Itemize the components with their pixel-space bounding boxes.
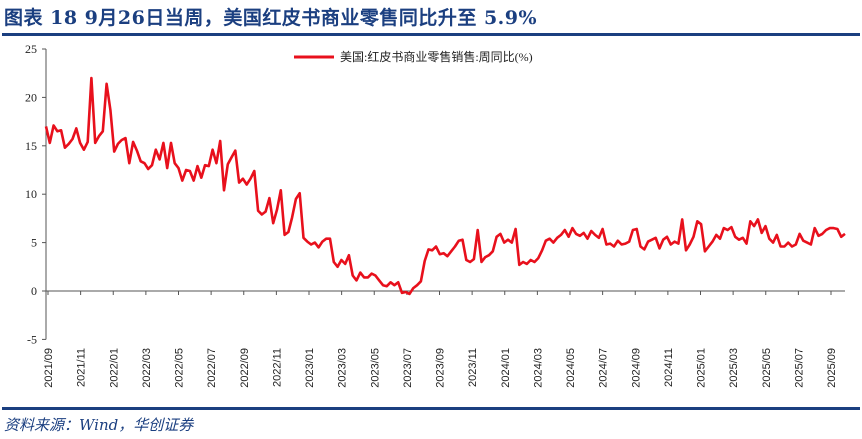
x-tick-label: 2025/07 bbox=[793, 348, 805, 388]
title-divider bbox=[2, 33, 860, 36]
x-tick-label: 2023/09 bbox=[435, 348, 447, 388]
x-tick-label: 2023/07 bbox=[402, 348, 414, 388]
x-tick-label: 2024/05 bbox=[565, 348, 577, 388]
chart-title: 图表 18 9月26日当周，美国红皮书商业零售同比升至 5.9% bbox=[4, 7, 538, 29]
y-tick-label: -5 bbox=[27, 332, 37, 346]
x-tick-label: 2022/01 bbox=[108, 348, 120, 388]
x-tick-label: 2025/09 bbox=[826, 348, 838, 388]
y-tick-label: 0 bbox=[31, 284, 37, 298]
y-tick-label: 5 bbox=[31, 236, 37, 250]
x-tick-label: 2023/05 bbox=[369, 348, 381, 388]
x-tick-label: 2022/03 bbox=[141, 348, 153, 388]
x-tick-label: 2022/09 bbox=[239, 348, 251, 388]
y-tick-label: 20 bbox=[25, 90, 37, 104]
y-tick-label: 25 bbox=[25, 42, 37, 56]
series-line-0 bbox=[44, 76, 846, 296]
x-tick-label: 2025/03 bbox=[728, 348, 740, 388]
x-tick-label: 2023/11 bbox=[467, 348, 479, 387]
x-tick-label: 2023/01 bbox=[304, 348, 316, 388]
x-tick-label: 2025/01 bbox=[696, 348, 708, 388]
y-tick-label: 10 bbox=[25, 187, 37, 201]
series-group bbox=[44, 76, 846, 296]
x-tick-label: 2021/11 bbox=[76, 348, 88, 387]
x-tick-label: 2023/03 bbox=[337, 348, 349, 388]
x-tick-label: 2024/09 bbox=[630, 348, 642, 388]
x-tick-label: 2022/05 bbox=[174, 348, 186, 388]
x-tick-label: 2024/03 bbox=[532, 348, 544, 388]
x-tick-label: 2025/05 bbox=[761, 348, 773, 388]
x-tick-label: 2024/01 bbox=[500, 348, 512, 388]
x-tick-label: 2022/11 bbox=[271, 348, 283, 387]
x-tick-label: 2022/07 bbox=[206, 348, 218, 388]
legend: 美国:红皮书商业零售销售:周同比(%) bbox=[294, 49, 533, 64]
x-tick-label: 2024/11 bbox=[663, 348, 675, 387]
x-tick-label: 2024/07 bbox=[598, 348, 610, 388]
source-note: 资料来源：Wind，华创证券 bbox=[4, 416, 194, 434]
y-tick-label: 15 bbox=[25, 139, 37, 153]
axes: 25 20 15 10 5 0 -5 2021/09 2021/11 2022/01 2022/03… bbox=[25, 42, 845, 388]
footer-divider bbox=[2, 407, 860, 410]
line-chart: 25 20 15 10 5 0 -5 2021/09 2021/11 2022/01 2022/03… bbox=[25, 42, 846, 388]
x-tick-label: 2021/09 bbox=[43, 348, 55, 388]
legend-label: 美国:红皮书商业零售销售:周同比(%) bbox=[340, 49, 533, 64]
